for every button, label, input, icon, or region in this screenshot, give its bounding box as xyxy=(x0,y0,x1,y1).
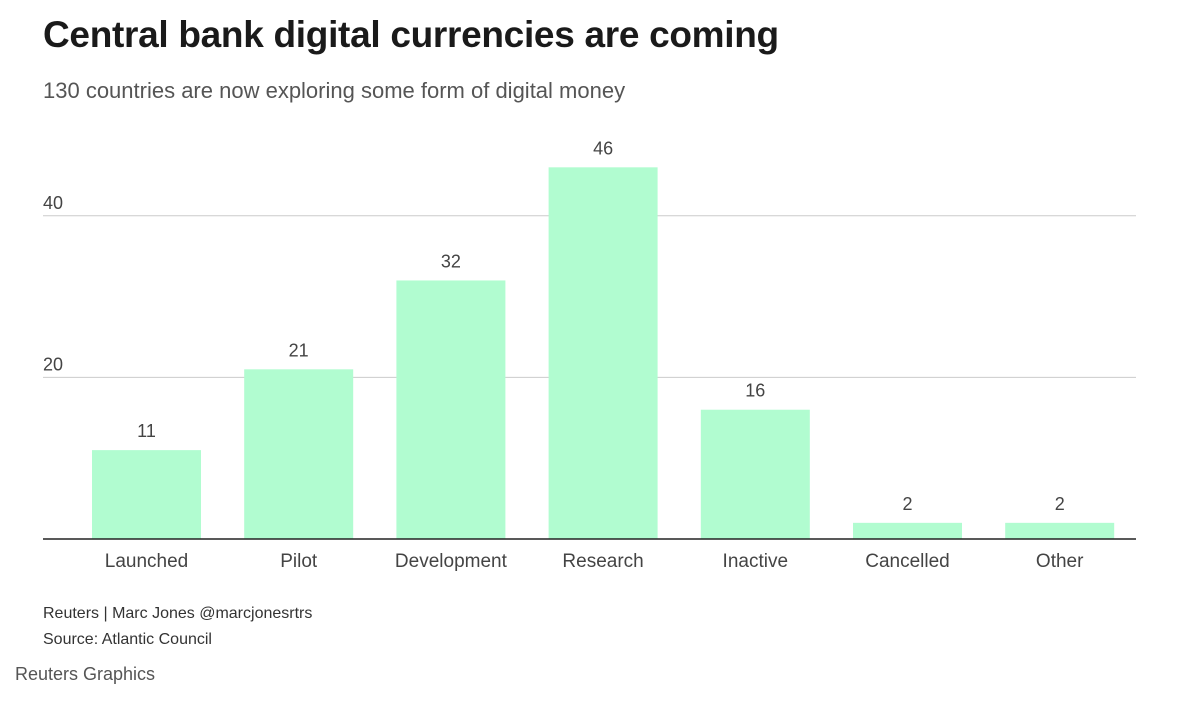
source-note: Source: Atlantic Council xyxy=(43,631,212,648)
bar-pilot xyxy=(244,369,354,539)
chart-subtitle: 130 countries are now exploring some for… xyxy=(43,78,626,103)
bar-research xyxy=(548,167,658,539)
value-label: 16 xyxy=(745,381,765,401)
value-label: 2 xyxy=(902,494,912,514)
x-tick-label: Development xyxy=(395,551,508,572)
brand-label: Reuters Graphics xyxy=(15,664,156,684)
x-tick-label: Launched xyxy=(105,551,188,572)
y-tick-label: 40 xyxy=(43,193,63,213)
x-tick-label: Cancelled xyxy=(865,551,950,572)
bar-development xyxy=(396,280,506,539)
bar-inactive xyxy=(700,409,810,539)
byline: Reuters | Marc Jones @marcjonesrtrs xyxy=(43,605,313,622)
x-tick-label: Inactive xyxy=(723,551,788,572)
bar-cancelled xyxy=(853,522,962,539)
bar-other xyxy=(1005,522,1115,539)
x-tick-label: Pilot xyxy=(280,551,318,572)
value-label: 21 xyxy=(289,340,309,360)
x-tick-label: Other xyxy=(1036,551,1084,572)
y-tick-label: 20 xyxy=(43,354,63,374)
value-label: 32 xyxy=(441,251,461,271)
chart-title: Central bank digital currencies are comi… xyxy=(43,14,779,55)
x-tick-label: Research xyxy=(562,551,643,572)
value-label: 11 xyxy=(137,421,156,441)
value-label: 46 xyxy=(593,138,613,158)
value-label: 2 xyxy=(1055,494,1065,514)
bar-launched xyxy=(92,450,201,539)
